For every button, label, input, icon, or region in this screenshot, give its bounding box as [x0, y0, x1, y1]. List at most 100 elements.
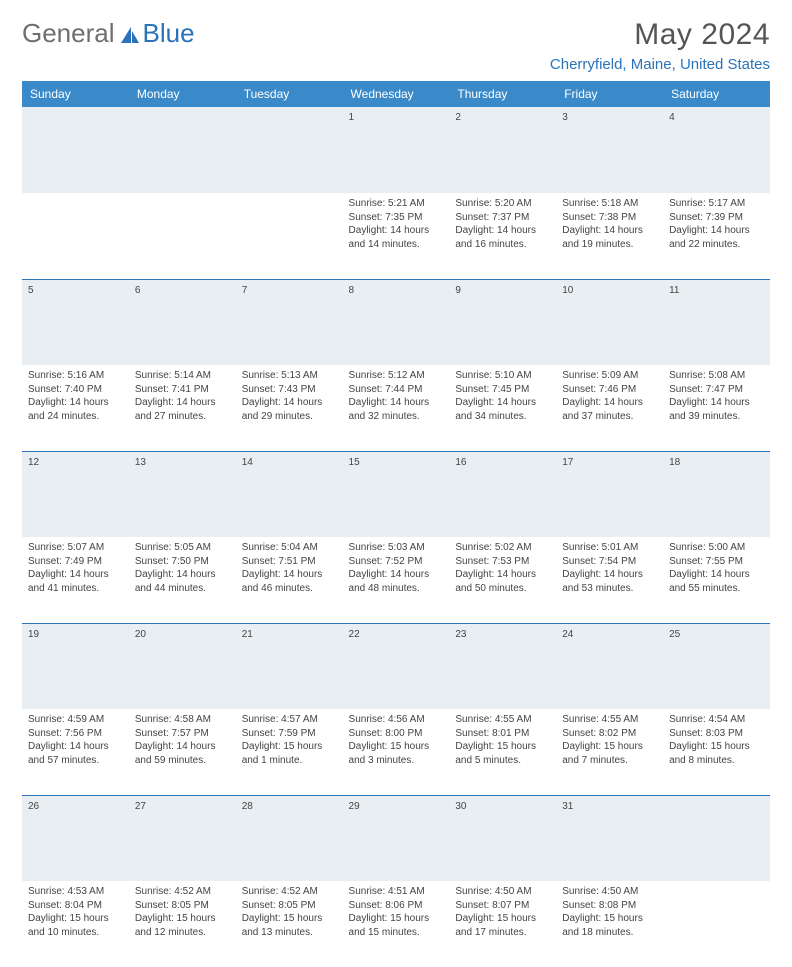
day-number-cell: 9: [449, 279, 556, 365]
sunrise-line: Sunrise: 4:55 AM: [455, 713, 550, 727]
day-detail-cell: Sunrise: 4:52 AMSunset: 8:05 PMDaylight:…: [236, 881, 343, 967]
day-detail-cell: Sunrise: 5:21 AMSunset: 7:35 PMDaylight:…: [343, 193, 450, 279]
day-number-cell: 16: [449, 451, 556, 537]
day-detail-cell: Sunrise: 5:13 AMSunset: 7:43 PMDaylight:…: [236, 365, 343, 451]
sunset-line: Sunset: 7:43 PM: [242, 383, 337, 397]
daylight-line: Daylight: 14 hours and 59 minutes.: [135, 740, 230, 767]
day-detail-cell: Sunrise: 4:57 AMSunset: 7:59 PMDaylight:…: [236, 709, 343, 795]
daylight-line: Daylight: 15 hours and 8 minutes.: [669, 740, 764, 767]
daylight-line: Daylight: 15 hours and 15 minutes.: [349, 912, 444, 939]
day-number-row: 567891011: [22, 279, 770, 365]
sunrise-line: Sunrise: 5:17 AM: [669, 197, 764, 211]
day-number-cell: 29: [343, 795, 450, 881]
sunrise-line: Sunrise: 5:03 AM: [349, 541, 444, 555]
sunset-line: Sunset: 7:52 PM: [349, 555, 444, 569]
day-detail-cell: Sunrise: 5:16 AMSunset: 7:40 PMDaylight:…: [22, 365, 129, 451]
sunset-line: Sunset: 7:37 PM: [455, 211, 550, 225]
sunset-line: Sunset: 8:02 PM: [562, 727, 657, 741]
day-number-cell: 21: [236, 623, 343, 709]
logo: General Blue: [22, 18, 195, 49]
sunrise-line: Sunrise: 5:01 AM: [562, 541, 657, 555]
daylight-line: Daylight: 14 hours and 32 minutes.: [349, 396, 444, 423]
day-number-cell: 10: [556, 279, 663, 365]
sunrise-line: Sunrise: 4:51 AM: [349, 885, 444, 899]
day-number-cell: 7: [236, 279, 343, 365]
sunset-line: Sunset: 8:00 PM: [349, 727, 444, 741]
daylight-line: Daylight: 15 hours and 1 minute.: [242, 740, 337, 767]
day-detail-cell: Sunrise: 4:59 AMSunset: 7:56 PMDaylight:…: [22, 709, 129, 795]
daylight-line: Daylight: 14 hours and 37 minutes.: [562, 396, 657, 423]
sunrise-line: Sunrise: 4:56 AM: [349, 713, 444, 727]
weekday-header: Sunday: [22, 81, 129, 107]
day-detail-row: Sunrise: 4:53 AMSunset: 8:04 PMDaylight:…: [22, 881, 770, 967]
daylight-line: Daylight: 14 hours and 34 minutes.: [455, 396, 550, 423]
day-number-cell: 5: [22, 279, 129, 365]
weekday-header: Monday: [129, 81, 236, 107]
day-detail-cell: Sunrise: 5:17 AMSunset: 7:39 PMDaylight:…: [663, 193, 770, 279]
day-detail-cell: Sunrise: 5:07 AMSunset: 7:49 PMDaylight:…: [22, 537, 129, 623]
sunrise-line: Sunrise: 5:07 AM: [28, 541, 123, 555]
daylight-line: Daylight: 14 hours and 48 minutes.: [349, 568, 444, 595]
calendar-table: SundayMondayTuesdayWednesdayThursdayFrid…: [22, 81, 770, 967]
sunrise-line: Sunrise: 5:12 AM: [349, 369, 444, 383]
day-number-cell: 22: [343, 623, 450, 709]
sunset-line: Sunset: 7:47 PM: [669, 383, 764, 397]
day-detail-cell: Sunrise: 5:08 AMSunset: 7:47 PMDaylight:…: [663, 365, 770, 451]
daylight-line: Daylight: 14 hours and 57 minutes.: [28, 740, 123, 767]
day-number-cell: 4: [663, 107, 770, 193]
daylight-line: Daylight: 14 hours and 46 minutes.: [242, 568, 337, 595]
day-detail-cell: Sunrise: 5:20 AMSunset: 7:37 PMDaylight:…: [449, 193, 556, 279]
sunrise-line: Sunrise: 4:59 AM: [28, 713, 123, 727]
daylight-line: Daylight: 14 hours and 22 minutes.: [669, 224, 764, 251]
daylight-line: Daylight: 14 hours and 27 minutes.: [135, 396, 230, 423]
sunset-line: Sunset: 8:04 PM: [28, 899, 123, 913]
daylight-line: Daylight: 14 hours and 39 minutes.: [669, 396, 764, 423]
daylight-line: Daylight: 14 hours and 53 minutes.: [562, 568, 657, 595]
daylight-line: Daylight: 14 hours and 50 minutes.: [455, 568, 550, 595]
day-number-cell: 8: [343, 279, 450, 365]
sunset-line: Sunset: 7:50 PM: [135, 555, 230, 569]
day-number-cell: 31: [556, 795, 663, 881]
sunset-line: Sunset: 7:40 PM: [28, 383, 123, 397]
sunrise-line: Sunrise: 5:04 AM: [242, 541, 337, 555]
header: General Blue May 2024 Cherryfield, Maine…: [22, 18, 770, 73]
day-detail-row: Sunrise: 5:21 AMSunset: 7:35 PMDaylight:…: [22, 193, 770, 279]
sunrise-line: Sunrise: 4:54 AM: [669, 713, 764, 727]
sunset-line: Sunset: 7:56 PM: [28, 727, 123, 741]
day-detail-cell: Sunrise: 4:54 AMSunset: 8:03 PMDaylight:…: [663, 709, 770, 795]
location-text: Cherryfield, Maine, United States: [550, 56, 770, 73]
day-number-cell: [129, 107, 236, 193]
day-number-cell: 25: [663, 623, 770, 709]
sunrise-line: Sunrise: 5:16 AM: [28, 369, 123, 383]
sunset-line: Sunset: 7:38 PM: [562, 211, 657, 225]
day-number-cell: 3: [556, 107, 663, 193]
daylight-line: Daylight: 14 hours and 16 minutes.: [455, 224, 550, 251]
daylight-line: Daylight: 14 hours and 55 minutes.: [669, 568, 764, 595]
day-number-cell: 2: [449, 107, 556, 193]
day-detail-cell: Sunrise: 5:10 AMSunset: 7:45 PMDaylight:…: [449, 365, 556, 451]
day-number-cell: 11: [663, 279, 770, 365]
weekday-header: Tuesday: [236, 81, 343, 107]
sunrise-line: Sunrise: 5:09 AM: [562, 369, 657, 383]
day-detail-cell: [22, 193, 129, 279]
day-number-cell: [22, 107, 129, 193]
sunset-line: Sunset: 8:05 PM: [242, 899, 337, 913]
day-detail-cell: [129, 193, 236, 279]
day-number-cell: [663, 795, 770, 881]
day-number-cell: 27: [129, 795, 236, 881]
sunrise-line: Sunrise: 5:13 AM: [242, 369, 337, 383]
sunset-line: Sunset: 7:59 PM: [242, 727, 337, 741]
day-detail-cell: Sunrise: 4:55 AMSunset: 8:02 PMDaylight:…: [556, 709, 663, 795]
day-number-row: 12131415161718: [22, 451, 770, 537]
sunrise-line: Sunrise: 5:14 AM: [135, 369, 230, 383]
sunrise-line: Sunrise: 5:05 AM: [135, 541, 230, 555]
daylight-line: Daylight: 15 hours and 7 minutes.: [562, 740, 657, 767]
daylight-line: Daylight: 15 hours and 5 minutes.: [455, 740, 550, 767]
day-number-cell: 26: [22, 795, 129, 881]
day-detail-cell: Sunrise: 4:56 AMSunset: 8:00 PMDaylight:…: [343, 709, 450, 795]
daylight-line: Daylight: 15 hours and 18 minutes.: [562, 912, 657, 939]
day-detail-row: Sunrise: 5:16 AMSunset: 7:40 PM Daylight:…: [22, 365, 770, 451]
sunrise-line: Sunrise: 4:50 AM: [562, 885, 657, 899]
day-number-row: 1234: [22, 107, 770, 193]
sunrise-line: Sunrise: 4:50 AM: [455, 885, 550, 899]
